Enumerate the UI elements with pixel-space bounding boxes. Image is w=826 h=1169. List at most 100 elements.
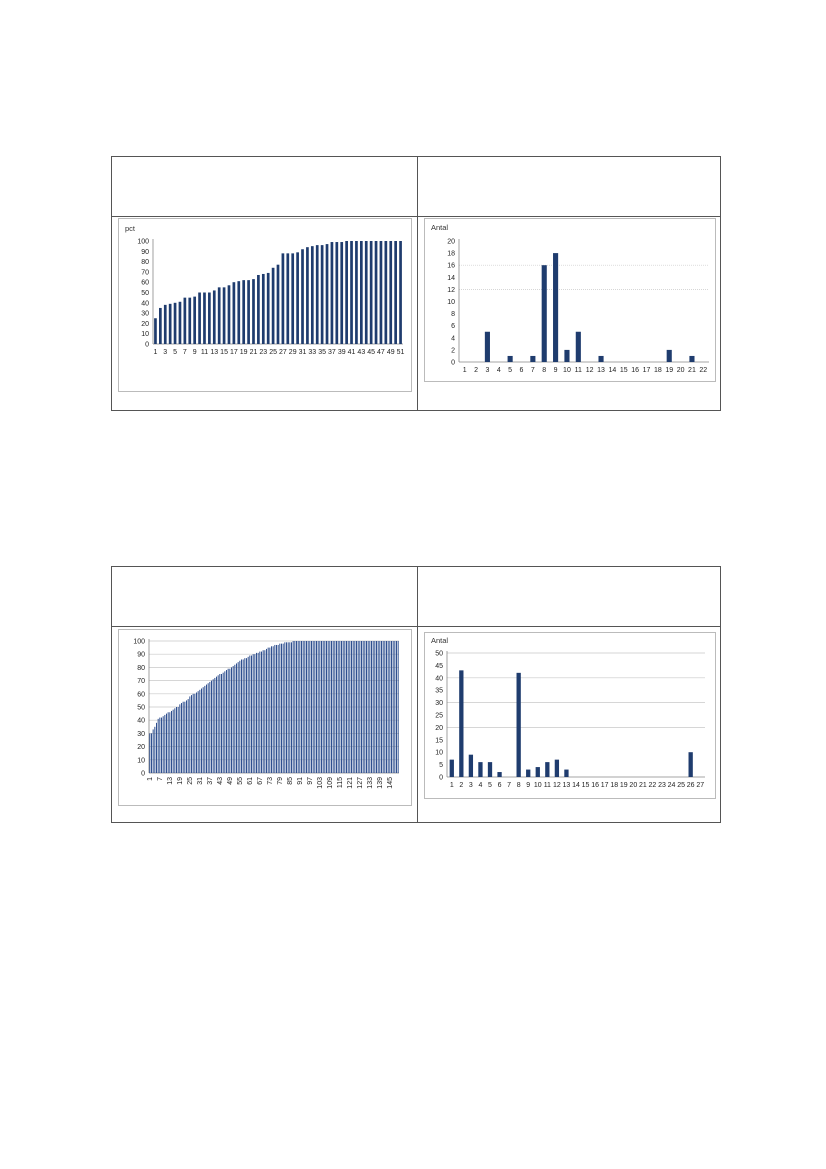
bar <box>247 656 249 773</box>
bar <box>251 655 252 773</box>
bar <box>172 709 174 773</box>
x-tick-label: 133 <box>367 777 374 789</box>
chart-cumulative-2: 0 10 20 30 40 50 60 70 80 90 100 1 7 13 19 25 31 37 43 49 55… <box>133 639 399 789</box>
y-tick-label: 10 <box>137 757 145 764</box>
bar <box>281 643 282 773</box>
x-tick-label: 21 <box>250 349 258 356</box>
bar <box>516 672 521 777</box>
bar <box>229 668 231 773</box>
x-tick-label: 9 <box>554 367 558 374</box>
bar <box>484 331 490 362</box>
x-tick-label: 4 <box>478 782 482 789</box>
bar <box>252 654 254 773</box>
y-tick-label: 45 <box>435 663 443 670</box>
x-tick-label: 11 <box>575 367 582 374</box>
bar <box>266 648 267 773</box>
x-tick-label: 14 <box>609 367 617 374</box>
bar <box>211 680 212 773</box>
bar <box>359 641 361 773</box>
bar <box>237 281 241 344</box>
bar <box>324 641 326 773</box>
bar <box>242 659 244 773</box>
bar <box>281 253 285 344</box>
bar <box>347 641 349 773</box>
y-tick-label: 4 <box>451 335 455 342</box>
bar <box>259 651 261 773</box>
x-tick-label: 19 <box>665 367 673 374</box>
x-tick-label: 7 <box>531 367 535 374</box>
bar <box>221 674 222 773</box>
bar <box>396 641 397 773</box>
y-tick-label: 15 <box>435 737 443 744</box>
y-tick-label: 18 <box>447 251 455 258</box>
y-tick-label: 16 <box>447 263 455 270</box>
bar <box>541 265 547 362</box>
x-tick-label: 7 <box>157 777 164 781</box>
x-tick-label: 13 <box>210 349 218 356</box>
bar <box>184 701 186 773</box>
y-tick-label: 90 <box>137 652 145 659</box>
y-tick-label: 50 <box>137 705 145 712</box>
bar <box>173 302 177 344</box>
x-tick-label: 145 <box>387 777 394 789</box>
bar <box>384 241 388 344</box>
bar <box>176 707 177 773</box>
bar <box>359 241 363 344</box>
x-tick-label: 21 <box>688 367 696 374</box>
bar <box>246 658 247 773</box>
bar <box>287 642 289 773</box>
bar <box>689 355 695 362</box>
bar <box>266 272 270 344</box>
bar <box>377 641 379 773</box>
bar <box>372 641 374 773</box>
bar <box>306 247 309 344</box>
bar <box>666 349 672 362</box>
bar <box>530 355 536 362</box>
x-tick-label: 33 <box>308 349 316 356</box>
bar <box>319 641 321 773</box>
chart-table-top <box>111 156 721 411</box>
bar <box>276 264 280 344</box>
x-tick-label: 17 <box>230 349 238 356</box>
bar <box>317 641 319 773</box>
bar <box>282 643 284 773</box>
bar <box>374 641 376 773</box>
y-tick-label: 20 <box>447 239 455 246</box>
bar <box>575 331 581 362</box>
bar <box>271 646 272 773</box>
bar <box>369 641 371 773</box>
y-tick-label: 30 <box>137 731 145 738</box>
bar <box>179 704 181 773</box>
bar <box>232 282 236 344</box>
x-tick-label: 17 <box>643 367 651 374</box>
bar <box>252 279 255 344</box>
bar <box>249 655 251 773</box>
y-tick-label: 10 <box>435 750 443 757</box>
bar <box>209 681 211 773</box>
bar <box>351 641 352 773</box>
x-tick-label: 51 <box>397 349 405 356</box>
bar <box>331 641 332 773</box>
bar <box>187 699 189 773</box>
bar <box>304 641 306 773</box>
x-tick-label: 24 <box>668 782 676 789</box>
x-tick-label: 27 <box>279 349 287 356</box>
y-tick-label: 20 <box>141 321 149 328</box>
bar <box>256 652 257 773</box>
x-tick-label: 67 <box>257 777 264 785</box>
chart-table-bottom <box>111 566 721 823</box>
bar <box>188 297 192 344</box>
bar <box>182 701 184 773</box>
bar <box>330 242 334 344</box>
y-tick-label: 25 <box>435 713 443 720</box>
bar <box>399 241 402 344</box>
y-tick-label: 35 <box>435 688 443 695</box>
x-tick-label: 10 <box>534 782 542 789</box>
y-tick-label: 0 <box>141 771 145 778</box>
bar <box>163 304 167 344</box>
bar <box>171 710 172 773</box>
bar <box>366 641 367 773</box>
y-tick-label: 20 <box>435 725 443 732</box>
